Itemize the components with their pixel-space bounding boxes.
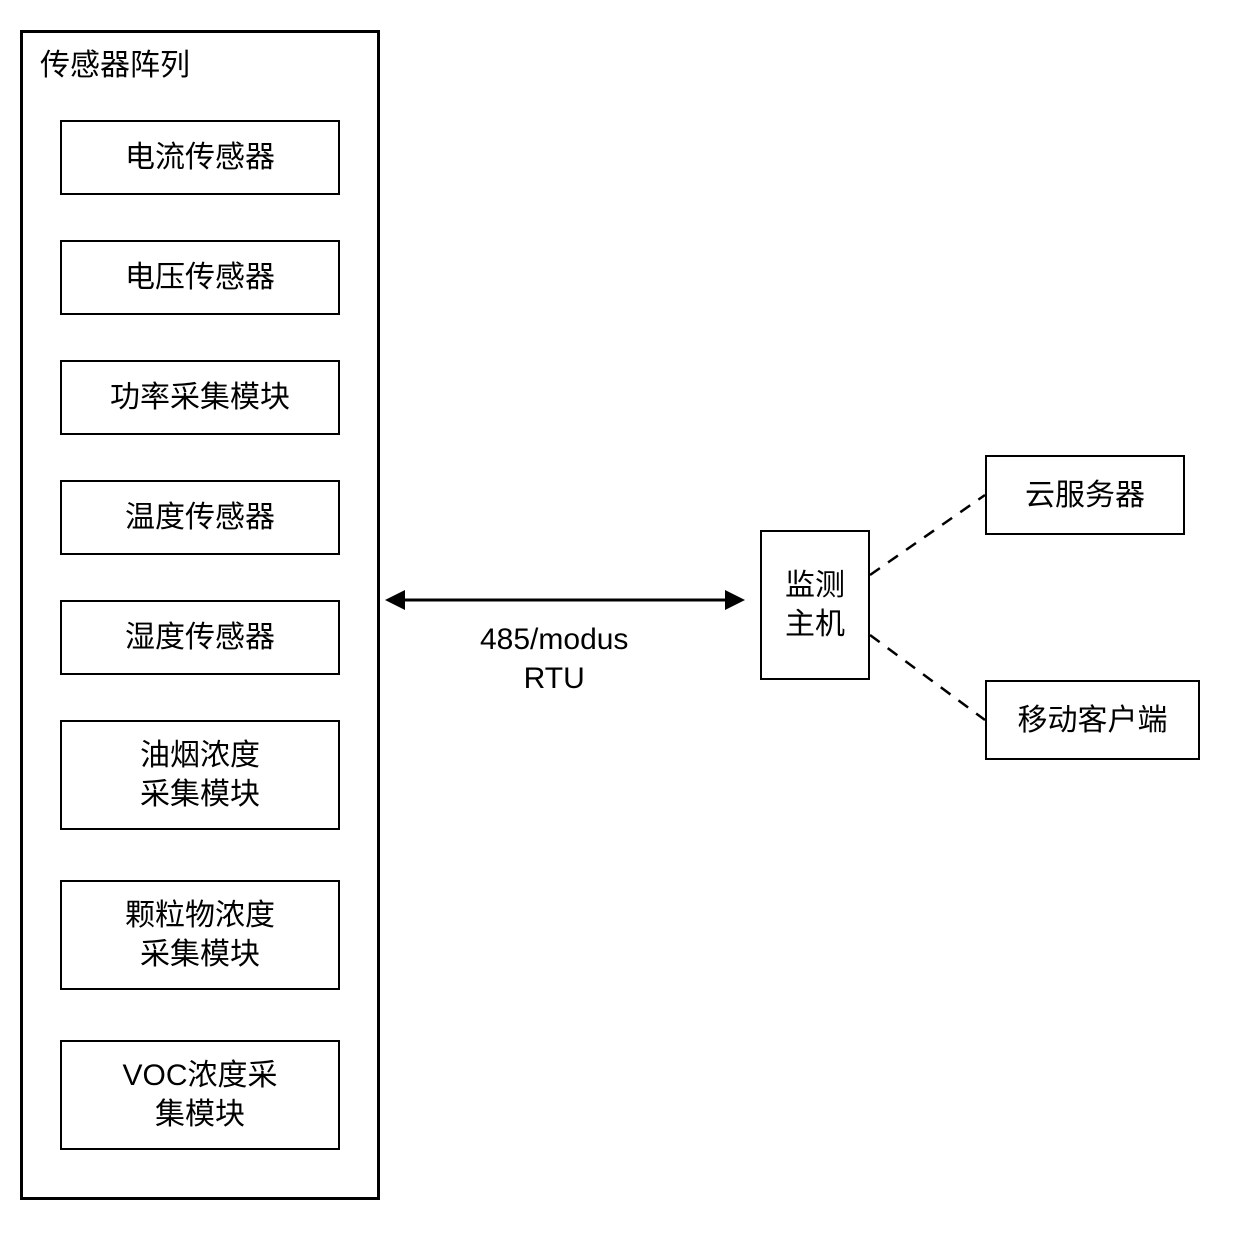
cloud-server-box: 云服务器 [985,455,1185,535]
monitor-host-label: 监测 主机 [785,566,845,644]
sensor-item-humidity: 湿度传感器 [60,600,340,675]
diagram-canvas: 传感器阵列 电流传感器 电压传感器 功率采集模块 温度传感器 湿度传感器 油烟浓… [0,0,1240,1260]
monitor-host-box: 监测 主机 [760,530,870,680]
cloud-server-label: 云服务器 [1025,476,1145,515]
sensor-item-label: 湿度传感器 [125,618,275,657]
connection-label-line2: RTU [480,659,628,698]
sensor-array-title: 传感器阵列 [30,40,190,84]
connection-label: 485/modus RTU [480,620,628,698]
mobile-client-label: 移动客户端 [1018,701,1168,740]
dashed-line-to-mobile [870,635,985,720]
arrow-head-right [725,590,745,610]
sensor-item-label: 颗粒物浓度 采集模块 [125,896,275,974]
dashed-line-to-cloud [870,495,985,575]
mobile-client-box: 移动客户端 [985,680,1200,760]
sensor-item-voltage: 电压传感器 [60,240,340,315]
sensor-item-current: 电流传感器 [60,120,340,195]
connection-label-line1: 485/modus [480,620,628,659]
sensor-item-particulate: 颗粒物浓度 采集模块 [60,880,340,990]
sensor-item-power: 功率采集模块 [60,360,340,435]
sensor-item-label: 温度传感器 [125,498,275,537]
sensor-item-label: 电压传感器 [125,258,275,297]
sensor-item-smoke: 油烟浓度 采集模块 [60,720,340,830]
sensor-item-label: 功率采集模块 [110,378,290,417]
sensor-item-temperature: 温度传感器 [60,480,340,555]
sensor-item-label: 油烟浓度 采集模块 [140,736,260,814]
arrow-head-left [385,590,405,610]
sensor-item-voc: VOC浓度采 集模块 [60,1040,340,1150]
sensor-item-label: 电流传感器 [125,138,275,177]
sensor-item-label: VOC浓度采 集模块 [122,1056,277,1134]
